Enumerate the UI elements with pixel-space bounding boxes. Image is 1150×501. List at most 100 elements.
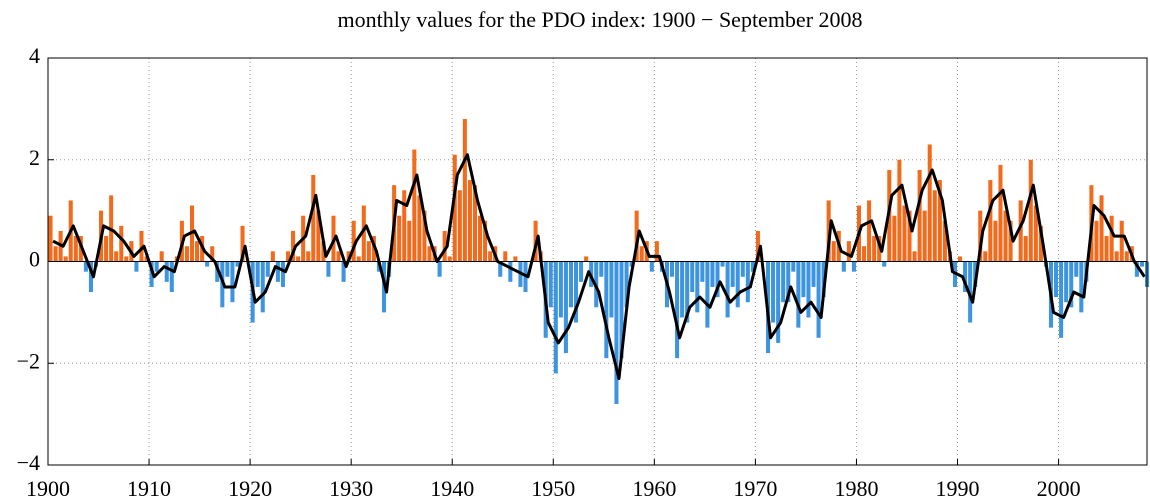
bar [927, 144, 932, 262]
bar [740, 261, 745, 277]
bar [326, 261, 331, 277]
bar [937, 180, 942, 262]
bar [285, 251, 291, 262]
x-tick-label: 1970 [733, 476, 777, 501]
bar [1028, 159, 1033, 262]
bar [1124, 251, 1129, 262]
bar [548, 261, 553, 308]
bar [1119, 220, 1124, 262]
y-tick-label: −2 [17, 348, 40, 373]
x-tick-label: 1940 [430, 476, 474, 501]
bar [963, 261, 968, 293]
bar [63, 256, 68, 262]
bar [1074, 261, 1079, 277]
bar [1079, 261, 1084, 313]
bar [255, 261, 260, 287]
bar [361, 205, 366, 262]
bar [907, 210, 912, 262]
bar [265, 261, 270, 277]
bar [700, 261, 705, 282]
bar [321, 241, 326, 262]
x-tick-label: 1900 [26, 476, 70, 501]
bar [1094, 220, 1099, 262]
bar [624, 261, 629, 308]
bar [811, 261, 816, 287]
bar [184, 246, 189, 262]
bar [442, 230, 447, 262]
bar [604, 261, 609, 359]
bar [1114, 251, 1119, 262]
bar [1104, 236, 1109, 262]
bar [755, 230, 760, 262]
bar [513, 256, 518, 262]
x-tick-label: 1930 [329, 476, 373, 501]
bar [407, 220, 412, 262]
bar [1008, 220, 1013, 262]
bar [235, 261, 240, 267]
bar [897, 159, 902, 262]
smoothed-line [52, 153, 1146, 381]
bar [715, 261, 720, 298]
bar [786, 261, 791, 303]
bar [1059, 261, 1064, 338]
bar [88, 261, 93, 293]
bar [417, 195, 422, 262]
bar [356, 256, 361, 262]
bar [816, 261, 821, 338]
bar [685, 261, 690, 323]
bar [149, 261, 154, 287]
bar [159, 251, 164, 262]
bar [988, 180, 993, 262]
bar [619, 261, 624, 359]
bar [912, 251, 917, 262]
bar [270, 251, 275, 262]
bar [862, 246, 867, 262]
bar [1064, 261, 1069, 303]
bar [801, 261, 806, 298]
bar [48, 215, 53, 262]
bar [745, 261, 750, 303]
bar [119, 225, 124, 262]
bar [932, 190, 937, 262]
bar [260, 261, 265, 313]
y-tick-label: −4 [17, 450, 40, 475]
bar [164, 261, 169, 282]
bar [771, 261, 776, 323]
bar [735, 261, 740, 308]
bar [841, 261, 846, 272]
bar [634, 210, 639, 262]
bar [462, 119, 467, 262]
bar [872, 236, 877, 262]
bar [584, 256, 589, 262]
bar [124, 256, 129, 262]
bar [154, 261, 159, 272]
bar [291, 230, 296, 262]
bar [397, 215, 402, 262]
bar [705, 261, 710, 328]
bar [680, 261, 685, 318]
bar [1139, 261, 1144, 267]
chart-title: monthly values for the PDO index: 1900 −… [337, 7, 862, 32]
bar [104, 236, 109, 262]
bar [917, 169, 922, 262]
bar [452, 154, 457, 262]
bar [553, 261, 558, 374]
y-tick-label: 4 [29, 43, 40, 68]
bar [503, 251, 508, 262]
bar [806, 261, 811, 318]
bar [447, 256, 452, 262]
bar [998, 164, 1003, 262]
bar [791, 261, 796, 272]
bar [882, 261, 887, 267]
bar [720, 261, 725, 267]
bar [134, 261, 139, 272]
bar [205, 261, 210, 267]
bar [958, 256, 963, 262]
bar [1003, 210, 1008, 262]
bar [614, 261, 619, 404]
bar [230, 261, 235, 303]
bar [867, 200, 872, 262]
bar [1109, 215, 1114, 262]
x-tick-label: 2000 [1037, 476, 1081, 501]
bar [402, 190, 407, 262]
